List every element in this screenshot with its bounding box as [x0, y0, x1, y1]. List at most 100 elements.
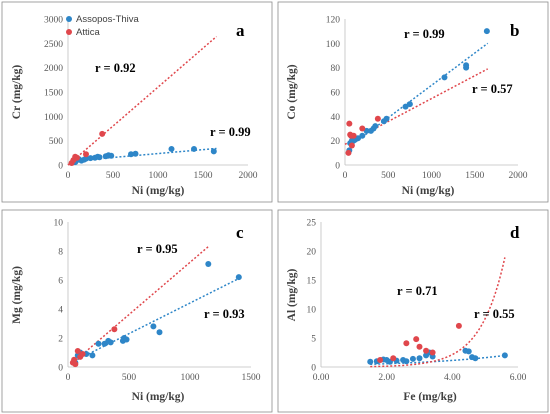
panel-b-series-attica-point — [348, 142, 355, 149]
panel-b-series-assopos-point — [406, 101, 413, 108]
legend: Assopos-Thiva Attica — [66, 14, 140, 38]
panel-d-y-tick-label: 10 — [307, 306, 317, 316]
panel-c-series-assopos-point — [150, 323, 157, 330]
panel-c-x-tick-label: 0 — [66, 373, 71, 383]
panel-d-series-assopos-point — [403, 358, 410, 365]
panel-a-y-tick-label: 1500 — [44, 89, 63, 99]
panel-a-y-tick-label: 500 — [49, 137, 64, 147]
panel-c-series-assopos-trendline — [73, 277, 240, 362]
panel-b-y-tick-label: 120 — [326, 16, 341, 26]
panel-d-series-attica-point — [429, 349, 436, 356]
panel-d-y-tick-label: 0 — [311, 364, 316, 374]
panel-c-series-assopos-point — [107, 339, 114, 346]
panel-a-series-attica-point — [83, 151, 89, 158]
legend-marker-attica — [66, 29, 72, 35]
panel-a-y-tick-label: 1000 — [44, 113, 63, 123]
panel-b-series-assopos-point — [359, 132, 366, 139]
panel-a-series-assopos-point — [132, 150, 139, 157]
panel-a-y-tick-label: 2500 — [44, 40, 63, 50]
panel-b-y-tick-label: 80 — [331, 64, 341, 74]
panel-c-series-assopos-point — [89, 352, 96, 359]
panel-d-y-tick-label: 25 — [307, 219, 317, 229]
panel-c-x-axis-title: Ni (mg/kg) — [132, 391, 185, 403]
panel-b-series-assopos-r-label: r = 0.99 — [404, 27, 445, 41]
panel-a-series-attica-point — [74, 154, 80, 161]
panel-letter-d: d — [510, 223, 520, 242]
panel-a-series-assopos-point — [108, 152, 115, 159]
panel-c-series-assopos-point — [123, 336, 130, 343]
panel-d-series-attica-point — [403, 340, 410, 347]
panel-d-series-attica-point — [423, 347, 430, 354]
panel-c-series-attica-point — [79, 350, 86, 357]
panel-c-x-tick-label: 1000 — [181, 373, 200, 383]
panel-d-series-attica-point — [390, 355, 397, 362]
panel-b-y-tick-label: 60 — [331, 89, 341, 99]
panel-b-series-assopos-point — [441, 74, 448, 81]
panel-c-y-tick-label: 2 — [58, 335, 63, 345]
panel-d-series-attica-point — [377, 357, 384, 364]
panel-b-y-tick-label: 0 — [335, 162, 340, 172]
panel-a-y-tick-label: 0 — [58, 162, 63, 172]
panel-d-series-assopos-point — [501, 352, 508, 359]
panel-c-y-tick-label: 0 — [58, 364, 63, 374]
panel-c-series-attica-point — [74, 348, 81, 355]
panel-b-y-axis-title: Co (mg/kg) — [286, 64, 298, 119]
panel-b-x-tick-label: 1000 — [422, 171, 441, 181]
panel-a-x-axis-title: Ni (mg/kg) — [132, 185, 185, 197]
panel-c-x-tick-label: 1500 — [242, 373, 261, 383]
panel-a-border — [1, 1, 273, 203]
panel-b-series-attica-point — [374, 115, 381, 122]
panel-c-series-assopos-r-label: r = 0.95 — [137, 242, 178, 256]
panel-b-x-tick-label: 1500 — [465, 171, 484, 181]
panel-a-x-tick-label: 2000 — [239, 171, 258, 181]
panel-d-y-tick-label: 5 — [311, 335, 316, 345]
panel-d-border — [277, 209, 549, 413]
panel-b-series-attica-r-label: r = 0.57 — [472, 82, 513, 96]
panel-d-series-assopos-point — [409, 355, 416, 362]
panel-d-x-axis-title: Fe (mg/kg) — [403, 391, 457, 403]
panel-a-x-tick-label: 0 — [66, 171, 71, 181]
panel-d-series-attica-point — [413, 336, 420, 343]
panel-b-series-attica-point — [345, 149, 352, 156]
panel-b-x-tick-label: 0 — [343, 171, 348, 181]
panel-c-x-tick-label: 500 — [122, 373, 137, 383]
panel-d-x-tick-label: 6.00 — [510, 373, 527, 383]
panel-c-series-assopos-point — [156, 329, 163, 336]
panel-c-y-axis-title: Mg (mg/kg) — [11, 266, 23, 324]
panel-a-series-assopos-point — [191, 145, 197, 152]
panel-b-series-attica-trendline — [344, 68, 489, 145]
panel-d-y-tick-label: 20 — [307, 248, 317, 258]
panel-d-x-tick-label: 2.00 — [378, 373, 395, 383]
panel-b-series-assopos-point — [383, 115, 390, 122]
panel-c-y-tick-label: 10 — [54, 219, 64, 229]
panel-b-border — [277, 1, 549, 203]
panel-d-series-attica-point — [416, 343, 423, 350]
panel-a-series-attica-trendline — [67, 35, 217, 166]
panel-c-y-tick-label: 6 — [58, 277, 63, 287]
panel-d-series-assopos-point — [416, 355, 423, 362]
panel-b-x-tick-label: 2000 — [509, 171, 528, 181]
legend-label-assopos: Assopos-Thiva — [76, 14, 140, 25]
panel-d-series-attica-point — [455, 322, 462, 329]
panel-d-y-axis-title: Al (mg/kg) — [286, 268, 298, 321]
panel-d-series-assopos-r-label: r = 0.71 — [397, 284, 438, 298]
panel-c-series-attica-r-label: r = 0.93 — [204, 307, 245, 321]
panel-a-series-assopos-r-label: r = 0.92 — [95, 61, 136, 75]
panel-c-series-assopos-point — [235, 274, 242, 281]
panel-c-series-assopos-point — [95, 340, 102, 347]
panel-letter-b: b — [510, 21, 519, 40]
panel-d-y-tick-label: 15 — [307, 277, 317, 287]
panel-a-series-attica-r-label: r = 0.99 — [210, 125, 251, 139]
panel-a-series-assopos-point — [87, 155, 94, 162]
panel-c-series-attica-trendline — [72, 246, 209, 364]
panel-a-series-assopos-point — [168, 145, 175, 152]
panel-a-series-assopos-point — [96, 154, 103, 161]
panel-b-series-assopos-point — [483, 28, 490, 35]
panel-a-series-assopos-point — [128, 151, 134, 158]
panel-letter-a: a — [236, 21, 245, 40]
panel-b-series-attica-point — [350, 132, 357, 139]
panel-a-series-assopos-point — [83, 155, 89, 162]
panel-c-series-attica-point — [111, 326, 118, 333]
chart-layer: 0 500 1000 1500 2000050010001500200025003000… — [11, 16, 528, 404]
